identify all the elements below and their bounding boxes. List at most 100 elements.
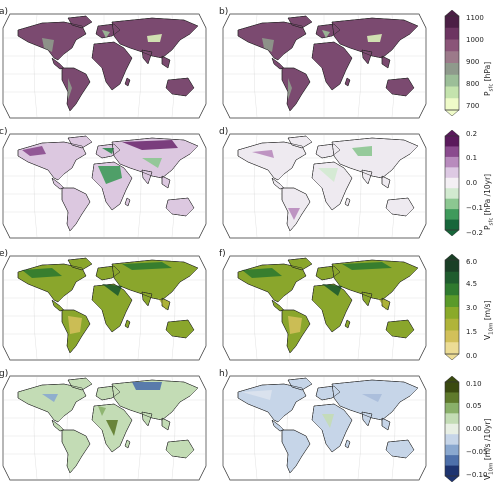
- coastline: [361, 291, 373, 307]
- colorbar-step: [445, 16, 459, 29]
- field-blob: [142, 158, 162, 168]
- colorbar-wind-trend-scale: [444, 376, 460, 482]
- coastline: [344, 319, 351, 329]
- panel-label: c): [0, 127, 8, 137]
- colorbar-extend-top: [444, 130, 460, 137]
- field-blob: [98, 166, 122, 184]
- colorbar-tick: 1100: [466, 14, 484, 22]
- colorbar-tick: 6.0: [466, 258, 478, 266]
- colorbar-step: [445, 74, 459, 87]
- panel-label: h): [219, 369, 229, 379]
- panel-label: e): [0, 249, 9, 259]
- colorbar-step: [445, 392, 459, 404]
- coastline: [315, 23, 341, 39]
- colorbar-psfc-trend-scale: [444, 130, 460, 236]
- field-blob: [242, 390, 272, 400]
- map-panel-h: h): [219, 369, 427, 482]
- colorbar-step: [445, 27, 459, 40]
- colorbar-extend-bottom: [444, 475, 460, 482]
- coastline: [287, 377, 313, 391]
- coastline: [67, 135, 93, 149]
- coastline: [17, 141, 87, 181]
- colorbar-extend-top: [444, 376, 460, 383]
- colorbar-step: [445, 382, 459, 393]
- field-blob: [378, 298, 390, 310]
- coastline: [124, 439, 131, 449]
- field-blob: [252, 150, 274, 158]
- colorbar-step: [445, 188, 459, 199]
- map-panel-b: b): [219, 8, 427, 120]
- coastline: [381, 55, 391, 69]
- colorbar-label: Psfc [hPa]: [483, 61, 495, 96]
- colorbar-tick: 0.05: [466, 402, 482, 410]
- colorbar-tick: 0.10: [466, 380, 482, 388]
- coastline: [331, 137, 419, 179]
- field-blob: [262, 38, 274, 52]
- colorbar-step: [445, 63, 459, 76]
- field-blob: [158, 298, 170, 310]
- colorbar-wind: 6.0 4.5 3.0 1.5 0.0 V10m [m/s]: [444, 254, 495, 360]
- field-blob: [22, 268, 62, 278]
- colorbar-step: [445, 330, 459, 343]
- colorbar-step: [445, 318, 459, 331]
- colorbar-tick: −0.05: [466, 448, 488, 456]
- coastline: [161, 417, 171, 431]
- coastline: [141, 411, 153, 427]
- coastline: [361, 49, 373, 65]
- colorbar-step: [445, 167, 459, 179]
- colorbar-step: [445, 283, 459, 296]
- coastline: [381, 175, 391, 189]
- colorbar-tick: 0.0: [466, 352, 478, 360]
- panel-label: g): [0, 369, 9, 379]
- coastline: [287, 135, 313, 149]
- colorbar-step: [445, 455, 459, 466]
- field-blob: [362, 394, 382, 402]
- coastline: [161, 55, 171, 69]
- coastline: [111, 137, 199, 179]
- coastline: [61, 67, 91, 112]
- coastline: [91, 161, 133, 211]
- colorbar-psfc: 1100 1000 900 800 700 Psfc [hPa]: [444, 10, 495, 116]
- world-map-b: [222, 13, 427, 119]
- coastline: [95, 265, 121, 281]
- colorbar-step: [445, 402, 459, 414]
- coastline: [237, 141, 307, 181]
- colorbar-psfc-scale: [444, 10, 460, 116]
- colorbar-tick: 4.5: [466, 280, 478, 288]
- coastline: [161, 175, 171, 189]
- colorbar-tick: 0.2: [466, 130, 478, 138]
- colorbar-step: [445, 177, 459, 189]
- colorbar-step: [445, 444, 459, 456]
- coastline: [344, 439, 351, 449]
- colorbar-step: [445, 51, 459, 64]
- field-blob: [288, 208, 300, 220]
- colorbar-outline: [444, 259, 460, 355]
- map-panel-g: g): [0, 369, 207, 482]
- field-blob: [68, 316, 82, 334]
- panel-label: a): [0, 7, 9, 17]
- colorbar-step: [445, 271, 459, 284]
- colorbar-label: V10m [m/s]: [483, 300, 495, 340]
- world-map-d: [222, 133, 427, 239]
- map-panel-a: a): [0, 7, 207, 120]
- field-blob: [132, 382, 162, 390]
- coastline: [281, 67, 311, 112]
- map-panel-c: c): [0, 127, 207, 240]
- colorbar-tick: 900: [466, 58, 480, 66]
- coastline: [281, 187, 311, 232]
- field-blob: [322, 284, 342, 296]
- colorbar-step: [445, 86, 459, 99]
- coastline: [67, 15, 93, 29]
- colorbar-tick: 3.0: [466, 304, 478, 312]
- coastline: [165, 319, 195, 339]
- field-blob: [318, 168, 338, 182]
- colorbar-step: [445, 465, 459, 477]
- coastline: [315, 265, 341, 281]
- field-blob: [122, 262, 172, 270]
- coastline: [385, 77, 415, 97]
- field-blob: [288, 316, 302, 334]
- coastline: [165, 197, 195, 217]
- coastline: [385, 197, 415, 217]
- coastline: [344, 197, 351, 207]
- map-panel-d: d): [219, 128, 427, 240]
